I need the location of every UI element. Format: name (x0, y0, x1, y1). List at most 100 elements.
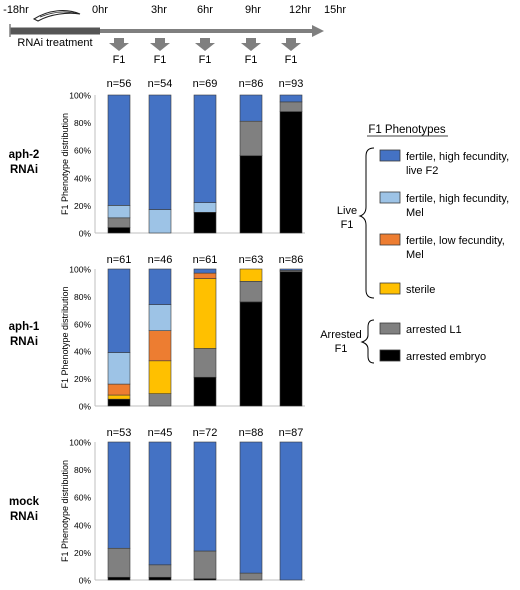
n-label: n=69 (193, 78, 218, 90)
bar-segment (107, 398, 131, 407)
bar-segment (193, 278, 217, 349)
bar-segment (148, 304, 172, 331)
bar-segment (279, 441, 303, 581)
y-tick-label: 60% (74, 146, 91, 156)
legend-swatch (379, 282, 401, 295)
legend-group-live: Live F1 (337, 205, 357, 231)
y-axis-label: F1 Phenotype distribution (60, 460, 70, 562)
y-axis-label: F1 Phenotype distribution (60, 113, 70, 215)
timeline: RNAi treatment -18hr 0hr 3hr 6hr 9hr 12hr 15hr F… (3, 4, 346, 66)
bar-segment (148, 393, 172, 407)
y-tick-label: 80% (74, 292, 91, 302)
y-tick-label: 20% (74, 548, 91, 558)
f1-label: F1 (154, 54, 167, 66)
f1-label: F1 (245, 54, 258, 66)
bar-segment (148, 330, 172, 362)
bar-segment (239, 441, 263, 574)
timeline-tick-label: 6hr (197, 4, 213, 16)
bar-segment (193, 202, 217, 213)
y-tick-label: 80% (74, 118, 91, 128)
timeline-tick-label: 12hr (289, 4, 311, 16)
legend-swatch (379, 149, 401, 162)
y-tick-label: 40% (74, 173, 91, 183)
legend-title: F1 Phenotypes (368, 124, 446, 136)
bar-segment (107, 394, 131, 400)
y-tick-label: 20% (74, 201, 91, 211)
bar-segment (193, 376, 217, 407)
y-tick-label: 80% (74, 465, 91, 475)
bar-segment (193, 441, 217, 552)
bar-segment (239, 281, 263, 303)
n-label: n=61 (193, 254, 218, 266)
bar-segment (148, 441, 172, 566)
f1-label: F1 (285, 54, 298, 66)
bar-segment (148, 564, 172, 578)
bar-segment (107, 547, 131, 578)
y-tick-label: 40% (74, 347, 91, 357)
bar-segment (279, 111, 303, 234)
f1-label: F1 (199, 54, 212, 66)
bar-segment (239, 155, 263, 234)
n-label: n=53 (107, 427, 132, 439)
panel-label: mock RNAi (9, 496, 40, 523)
legend-item-label: arrested L1 (406, 324, 462, 336)
bar-segment (279, 271, 303, 407)
bar-segment (107, 217, 131, 228)
legend-group-arrested: Arrested F1 (320, 329, 362, 355)
bar-segment (279, 101, 303, 112)
bar-segment (107, 383, 131, 396)
n-label: n=88 (239, 427, 264, 439)
n-label: n=86 (279, 254, 304, 266)
down-arrow-icon (109, 38, 129, 51)
legend-item-label: sterile (406, 284, 435, 296)
y-tick-label: 20% (74, 374, 91, 384)
down-arrow-icon (150, 38, 170, 51)
legend-swatch (379, 233, 401, 246)
timeline-tick-label: 15hr (324, 4, 346, 16)
bar-segment (148, 94, 172, 210)
bar-segment (239, 301, 263, 407)
bar-segment (193, 550, 217, 579)
n-label: n=45 (148, 427, 173, 439)
y-tick-label: 40% (74, 520, 91, 530)
bar-segment (193, 94, 217, 203)
bar-segment (107, 352, 131, 385)
y-tick-label: 100% (69, 91, 91, 101)
panel-label: aph-2 RNAi (9, 149, 40, 176)
y-tick-label: 100% (69, 438, 91, 448)
timeline-tick-label: 0hr (92, 4, 108, 16)
legend-swatch (379, 191, 401, 204)
bar-segment (279, 268, 303, 271)
timeline-tick-label: 3hr (151, 4, 167, 16)
legend-swatch (379, 349, 401, 362)
bar-segment (107, 268, 131, 353)
legend: F1 Phenotypes fertile, high fecundity, liv… (320, 124, 509, 364)
down-arrow-icon (281, 38, 301, 51)
bar-segment (107, 205, 131, 219)
bar-segment (193, 268, 217, 274)
timeline-tick-label: -18hr (3, 4, 29, 16)
down-arrow-icon (195, 38, 215, 51)
legend-item-label: fertile, low fecundity, Mel (406, 235, 505, 261)
timeline-tick-label: 9hr (245, 4, 261, 16)
n-label: n=72 (193, 427, 218, 439)
down-arrow-icon (241, 38, 261, 51)
bar-segment (107, 441, 131, 549)
legend-item-label: arrested embryo (406, 351, 486, 363)
n-label: n=54 (148, 78, 173, 90)
bar-segment (193, 212, 217, 234)
bar-segment (148, 209, 172, 234)
legend-swatch (379, 322, 401, 335)
bar-segment (107, 94, 131, 206)
bar-segment (239, 120, 263, 157)
y-tick-label: 0% (79, 402, 92, 412)
brace-arrested (360, 319, 375, 364)
y-tick-label: 0% (79, 229, 92, 239)
brace-live (358, 147, 375, 299)
y-tick-label: 100% (69, 265, 91, 275)
f1-label: F1 (113, 54, 126, 66)
bar-segment (193, 348, 217, 378)
chart-panel: 0% 20% 40% 60% 80% 100% F1 Phenotype distribut… (9, 254, 305, 412)
y-tick-label: 60% (74, 319, 91, 329)
